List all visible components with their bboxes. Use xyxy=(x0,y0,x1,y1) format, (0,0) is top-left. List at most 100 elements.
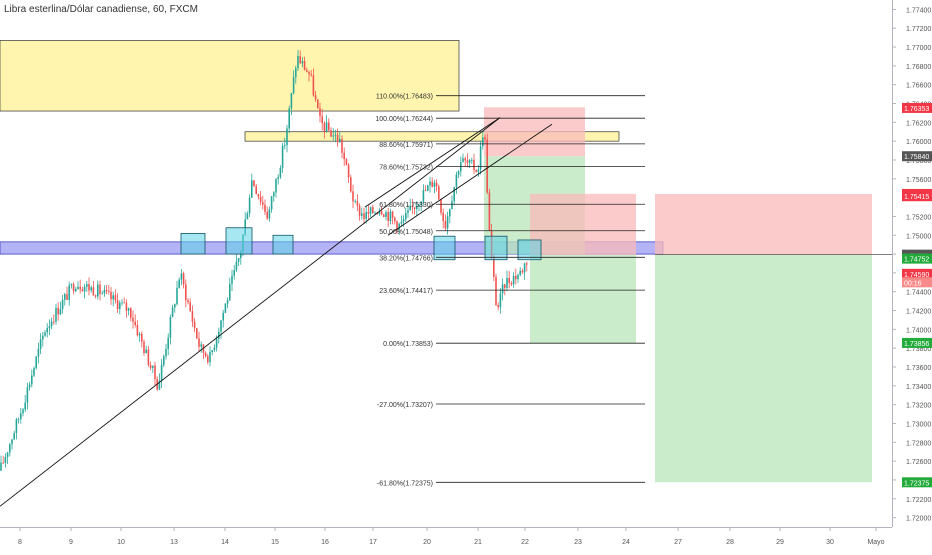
x-tick-label: Mayo xyxy=(867,539,884,546)
candle-body xyxy=(464,158,466,161)
x-tick-label: 27 xyxy=(674,539,682,546)
candle-body xyxy=(61,299,64,309)
candle-body xyxy=(479,146,482,170)
candle-body xyxy=(435,182,438,187)
candle-body xyxy=(424,189,427,191)
candle-body xyxy=(286,128,288,146)
y-tick-label: 1.72200 xyxy=(906,497,931,504)
candle-body xyxy=(141,333,143,342)
candle-body xyxy=(204,352,207,357)
candle-body xyxy=(31,375,33,385)
candle-body xyxy=(105,289,108,292)
highlight-box xyxy=(433,235,456,261)
candle-body xyxy=(46,327,48,333)
candle-body xyxy=(475,170,477,172)
candle-body xyxy=(77,286,79,290)
candle-body xyxy=(50,321,53,327)
candle-body xyxy=(26,387,29,403)
candle-body xyxy=(356,201,359,206)
y-tick-label: 1.73400 xyxy=(906,384,931,391)
candle-body xyxy=(112,295,114,300)
highlight-box xyxy=(272,234,294,255)
candle-body xyxy=(70,284,73,286)
candle-body xyxy=(222,312,224,321)
candle-body xyxy=(185,284,187,301)
price-tag-label: 1.75415 xyxy=(904,194,929,201)
candle-body xyxy=(517,274,519,280)
candle-body xyxy=(11,439,13,445)
candle-body xyxy=(171,307,174,317)
candle-body xyxy=(255,186,257,194)
price-tag-label: 1.75840 xyxy=(904,154,929,161)
candle-body xyxy=(413,207,416,210)
candle-body xyxy=(508,277,510,284)
candle-body xyxy=(6,452,9,458)
candle-body xyxy=(215,338,218,348)
candle-body xyxy=(39,339,42,349)
candle-body xyxy=(484,137,486,140)
candle-body xyxy=(57,307,59,315)
candle-body xyxy=(266,211,268,219)
stop-zone-1 xyxy=(484,107,585,157)
candle-body xyxy=(136,325,139,336)
price-tag xyxy=(902,477,932,488)
candle-body xyxy=(53,321,55,323)
x-tick-label: 30 xyxy=(826,539,834,546)
y-tick-label: 1.77000 xyxy=(906,45,931,52)
candle-body xyxy=(398,223,400,230)
candle-body xyxy=(446,216,449,229)
x-tick-label: 13 xyxy=(170,539,178,546)
candle-body xyxy=(497,305,499,308)
candle-body xyxy=(75,289,77,292)
y-tick-label: 1.75000 xyxy=(906,233,931,240)
candle-body xyxy=(20,413,22,420)
candle-body xyxy=(400,221,403,224)
candle-body xyxy=(134,321,136,326)
candle-body xyxy=(334,134,337,136)
candle-body xyxy=(110,291,112,300)
candle-body xyxy=(301,61,304,64)
candle-body xyxy=(83,286,86,292)
x-tick-label: 10 xyxy=(117,539,125,546)
x-tick-label: 22 xyxy=(521,539,529,546)
fib-label: 78.60%(1.75732) xyxy=(379,164,433,171)
fib-label: 88.60%(1.75971) xyxy=(379,142,433,149)
candle-body xyxy=(33,368,35,376)
candle-body xyxy=(259,196,262,203)
candle-body xyxy=(127,308,130,311)
candle-body xyxy=(101,293,103,295)
candle-body xyxy=(180,273,183,280)
price-tag xyxy=(902,102,932,113)
candle-body xyxy=(402,219,405,222)
resistance-zone xyxy=(0,40,460,112)
candle-body xyxy=(253,180,255,187)
candle-body xyxy=(290,93,293,109)
candle-body xyxy=(457,171,460,175)
candle-body xyxy=(114,295,117,301)
candle-body xyxy=(42,335,44,340)
candle-body xyxy=(440,199,442,213)
y-tick-label: 1.74200 xyxy=(906,309,931,316)
candle-body xyxy=(143,341,145,354)
candle-body xyxy=(347,164,350,178)
y-tick-label: 1.75200 xyxy=(906,214,931,221)
candle-body xyxy=(262,202,264,205)
candle-body xyxy=(37,348,40,357)
candle-body xyxy=(191,311,194,322)
candle-body xyxy=(169,316,172,338)
candle-body xyxy=(345,159,348,165)
candle-body xyxy=(97,284,99,297)
y-tick-label: 1.75600 xyxy=(906,177,931,184)
candle-body xyxy=(453,187,455,202)
candle-body xyxy=(341,138,343,153)
price-tag xyxy=(902,268,932,279)
y-tick-label: 1.73000 xyxy=(906,421,931,428)
x-tick-label: 14 xyxy=(221,539,229,546)
candle-body xyxy=(55,307,57,322)
candle-body xyxy=(433,182,436,187)
fib-label: 38.20%(1.74766) xyxy=(379,255,433,262)
candle-body xyxy=(418,205,420,206)
candle-body xyxy=(358,205,361,216)
price-tag-label: 1.76353 xyxy=(904,106,929,113)
